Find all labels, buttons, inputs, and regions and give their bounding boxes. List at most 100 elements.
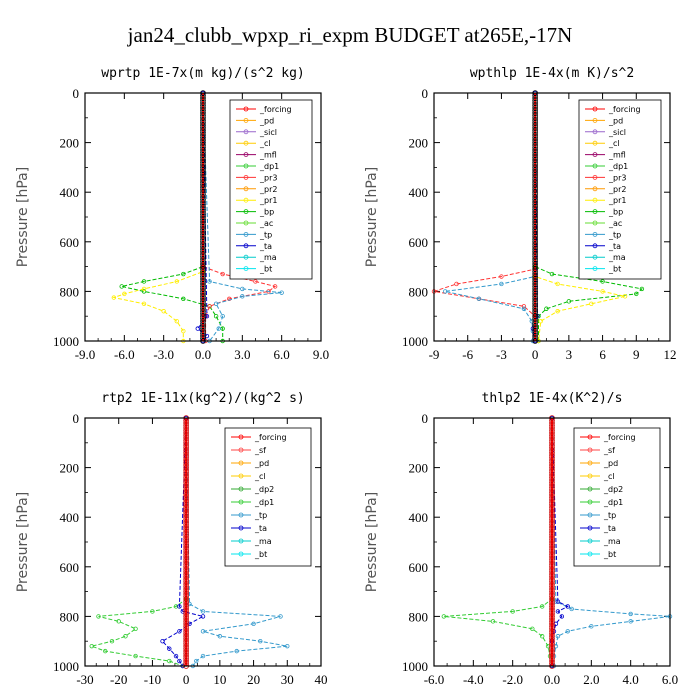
- legend-marker: [587, 499, 593, 505]
- legend-entry: _ac: [259, 219, 273, 228]
- x-tick-label: 30: [281, 672, 294, 687]
- y-tick-label: 400: [60, 185, 80, 200]
- legend: _forcing _pd _sicl _cl _mfl _dp1 _pr3 _pr2 _pr1 _…: [578, 99, 662, 280]
- data-point: [116, 619, 121, 624]
- y-tick-label: 600: [60, 560, 80, 575]
- data-point: [141, 286, 147, 292]
- x-tick-label: -6: [462, 347, 473, 362]
- legend-entry: _ma: [254, 537, 272, 546]
- legend-marker: [592, 254, 598, 260]
- y-tick-label: 0: [73, 411, 80, 426]
- data-point: [589, 624, 594, 629]
- legend-marker: [243, 140, 249, 146]
- legend-entry: _mfl: [608, 151, 626, 160]
- legend-entry: _cl: [254, 472, 266, 481]
- legend-entry: _ta: [608, 242, 621, 251]
- data-point: [253, 279, 258, 284]
- x-tick-label: 6.0: [662, 672, 678, 687]
- legend: _forcing _sf _pd _cl _dp2 _dp1 _tp _ta _ma _bt: [573, 427, 661, 567]
- series-line-tp: [445, 93, 536, 341]
- y-tick-label: 800: [409, 284, 429, 299]
- legend-entry: _cl: [259, 139, 271, 148]
- y-tick-label: 200: [60, 461, 80, 476]
- data-point: [628, 611, 633, 617]
- x-tick-label: -30: [76, 672, 93, 687]
- y-tick-label: 600: [409, 560, 429, 575]
- legend-marker: [587, 447, 593, 453]
- legend-marker: [243, 220, 249, 226]
- legend-marker: [592, 220, 598, 226]
- data-point: [521, 306, 527, 311]
- legend-marker: [592, 152, 598, 158]
- legend-marker: [243, 231, 249, 237]
- data-point: [174, 318, 179, 324]
- data-point: [600, 289, 605, 294]
- series-line-dp1: [443, 418, 553, 667]
- figure-title: jan24_clubb_wpxp_ri_expm BUDGET at265E,-…: [127, 23, 573, 47]
- legend-marker: [238, 499, 244, 505]
- y-tick-label: 0: [73, 86, 80, 101]
- data-point: [200, 614, 206, 619]
- series-line-pr3: [202, 93, 277, 341]
- data-point: [181, 271, 186, 277]
- y-tick-label: 1000: [53, 334, 79, 349]
- legend-entry: _pr2: [608, 185, 626, 194]
- y-tick-label: 400: [60, 510, 80, 525]
- panel-title: thlp2 1E-4x(K^2)/s: [482, 391, 623, 406]
- x-tick-label: 0: [183, 672, 190, 687]
- legend-entry: _pr3: [608, 173, 626, 182]
- legend-entry: _sicl: [259, 128, 277, 137]
- y-tick-label: 1000: [53, 659, 79, 674]
- legend-entry: _sf: [603, 446, 615, 455]
- legend-marker: [587, 473, 593, 479]
- data-point: [639, 286, 645, 292]
- legend-marker: [592, 106, 598, 112]
- data-point: [499, 281, 504, 287]
- x-tick-label: -3.0: [153, 347, 174, 362]
- legend-marker: [238, 486, 244, 492]
- data-point: [180, 609, 185, 614]
- x-tick-label: -10: [144, 672, 161, 687]
- legend-entry: _pd: [603, 459, 618, 468]
- data-point: [555, 281, 560, 287]
- legend-marker: [592, 118, 598, 123]
- data-point: [207, 304, 212, 309]
- legend-marker: [238, 460, 244, 466]
- x-tick-label: 3.0: [234, 347, 250, 362]
- y-tick-label: 600: [60, 235, 80, 250]
- data-point: [510, 609, 515, 614]
- legend-entry: _pd: [254, 459, 269, 468]
- legend-marker: [592, 243, 598, 249]
- data-point: [443, 289, 448, 294]
- data-point: [555, 609, 561, 614]
- legend-marker: [243, 152, 249, 158]
- y-tick-label: 400: [409, 510, 429, 525]
- x-tick-label: -6.0: [424, 672, 445, 687]
- x-tick-label: -9.0: [75, 347, 96, 362]
- x-tick-label: 0.0: [544, 672, 560, 687]
- legend-marker: [243, 186, 249, 192]
- data-point: [160, 639, 165, 644]
- x-tick-label: -4.0: [463, 672, 484, 687]
- data-point: [544, 306, 549, 311]
- data-point: [174, 279, 179, 284]
- legend-entry: _dp1: [254, 498, 274, 507]
- data-point: [279, 290, 284, 295]
- series-line-pr1: [534, 93, 626, 342]
- x-tick-label: 40: [315, 672, 328, 687]
- data-point: [566, 299, 572, 304]
- legend-marker: [592, 266, 598, 272]
- legend-entry: _tp: [259, 230, 272, 239]
- y-tick-label: 0: [422, 86, 429, 101]
- data-point: [109, 639, 115, 644]
- data-point: [167, 658, 172, 664]
- legend: _forcing _sf _pd _cl _dp2 _dp1 _tp _ta _ma _bt: [224, 427, 312, 567]
- data-point: [213, 301, 219, 306]
- legend-entry: _dp2: [254, 485, 274, 494]
- legend-marker: [587, 551, 593, 557]
- data-point: [600, 279, 605, 284]
- data-point: [181, 328, 186, 334]
- data-point: [177, 658, 182, 664]
- data-point: [258, 639, 263, 644]
- legend-marker: [592, 231, 598, 237]
